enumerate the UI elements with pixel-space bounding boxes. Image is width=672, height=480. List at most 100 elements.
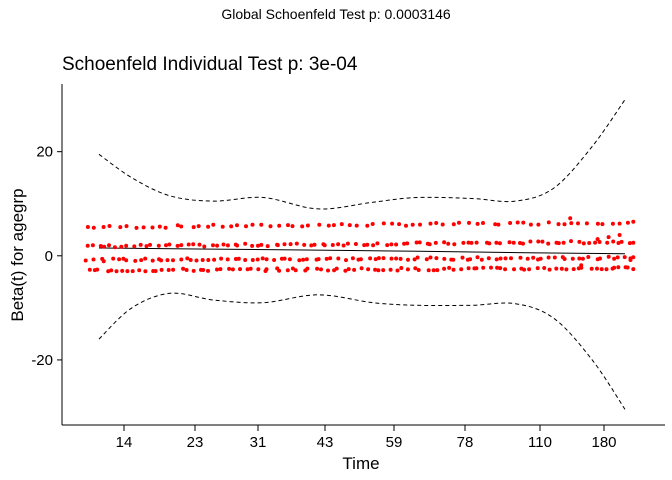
residual-point [212, 257, 217, 262]
x-tick-label: 23 [187, 434, 204, 451]
residual-point [119, 244, 124, 249]
residual-point [106, 269, 111, 274]
residual-point [616, 241, 621, 245]
residual-point [101, 225, 106, 229]
residual-point [625, 220, 630, 225]
residual-point [481, 265, 486, 270]
residual-point [605, 240, 610, 245]
residual-point [322, 243, 327, 248]
residual-point [324, 256, 329, 261]
residual-point [206, 258, 211, 262]
residual-point [124, 224, 129, 229]
residual-point [118, 225, 123, 230]
x-tick-label: 59 [386, 434, 403, 451]
residual-point [259, 242, 264, 247]
residual-point [598, 256, 602, 261]
residual-point [282, 256, 287, 261]
residual-point [365, 223, 370, 228]
residual-point [164, 243, 168, 248]
residual-point [487, 241, 492, 246]
residual-point [571, 267, 576, 272]
residual-point [611, 239, 616, 244]
residual-point [576, 221, 580, 226]
residual-point [595, 221, 600, 226]
residual-point [366, 267, 371, 272]
residual-point [133, 258, 138, 263]
residual-point [405, 241, 410, 246]
residual-point [167, 242, 172, 247]
residual-point [494, 257, 499, 262]
residual-point [358, 257, 363, 262]
residual-point [381, 221, 386, 226]
residual-point [229, 224, 234, 229]
residual-point [556, 241, 561, 246]
residual-point [132, 244, 137, 249]
residual-point [215, 267, 219, 272]
residual-point [414, 240, 419, 245]
residual-point [587, 241, 592, 245]
x-tick-label: 14 [116, 434, 133, 451]
residual-point [521, 241, 525, 246]
residual-point [112, 245, 117, 250]
residual-point [138, 242, 143, 247]
residual-point [250, 222, 255, 227]
residual-point [535, 266, 540, 271]
residual-point [235, 223, 239, 228]
residual-point [150, 258, 155, 263]
residual-point [120, 268, 125, 273]
residual-point [397, 222, 402, 227]
residual-point [457, 220, 461, 225]
y-axis-label: Beta(t) for agegrp [8, 188, 27, 321]
residual-point [331, 223, 336, 228]
beta-fit-line [98, 247, 626, 255]
residual-point [350, 256, 355, 261]
residual-point [434, 256, 439, 261]
residual-point [114, 269, 119, 274]
residual-point [389, 256, 394, 261]
residual-point [371, 243, 376, 248]
residual-point [428, 221, 433, 226]
residual-point [518, 241, 522, 245]
residual-point [496, 222, 501, 227]
residual-point [83, 258, 88, 263]
fit-line-group [98, 247, 626, 255]
residual-point [628, 258, 633, 262]
residual-point [511, 240, 516, 245]
residual-point [395, 268, 400, 273]
residual-point [527, 267, 532, 272]
residual-point [290, 224, 295, 229]
residual-point [277, 268, 282, 273]
residual-point [352, 267, 357, 272]
residual-point [250, 243, 255, 248]
residual-point [130, 269, 135, 274]
residual-point [225, 243, 230, 248]
residual-point [627, 241, 632, 246]
residual-point [564, 267, 569, 272]
residual-point [606, 235, 611, 240]
residual-point [302, 242, 307, 247]
residual-point [446, 241, 451, 246]
residual-point [171, 258, 175, 263]
residual-point [561, 240, 566, 245]
residual-point [622, 255, 627, 260]
residual-point [586, 255, 591, 259]
residual-point [452, 242, 457, 247]
residual-point [144, 244, 149, 249]
residual-point [442, 240, 447, 245]
residual-point [494, 240, 499, 245]
residual-point [268, 224, 273, 229]
residual-point [341, 243, 346, 248]
residual-point [264, 267, 269, 272]
residual-point [211, 243, 215, 248]
residual-point [467, 220, 471, 225]
residual-point [606, 254, 611, 259]
residual-point [163, 225, 168, 230]
residual-point [238, 267, 242, 272]
residual-point [612, 265, 617, 270]
residual-point [362, 243, 367, 248]
residual-point [95, 267, 100, 272]
residual-point [150, 225, 155, 230]
residual-point [399, 266, 404, 270]
residual-point [418, 222, 422, 227]
residual-point [461, 240, 466, 245]
